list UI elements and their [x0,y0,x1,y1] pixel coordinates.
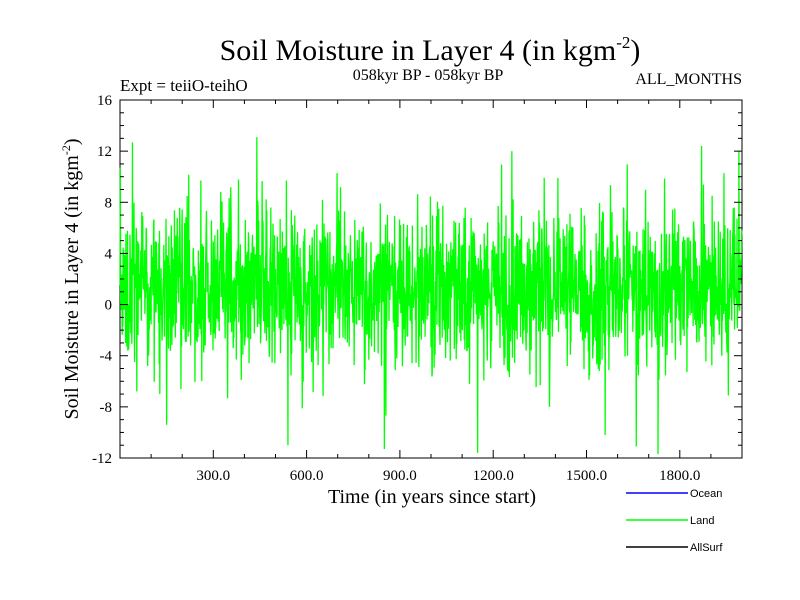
months-label: ALL_MONTHS [635,71,742,88]
chart-title: Soil Moisture in Layer 4 (in kgm-2) [220,33,641,67]
x-axis-label: Time (in years since start) [328,486,536,508]
y-axis-label-superscript: -2 [59,145,73,155]
y-tick-label: -12 [92,451,112,467]
y-tick-label: 12 [97,144,112,160]
y-tick-label: -8 [100,400,113,416]
chart-title-superscript: -2 [616,33,630,52]
y-tick-label: 16 [97,93,113,109]
x-tick-label: 900.0 [383,468,417,484]
y-tick-label: 4 [105,246,113,262]
legend-label-ocean: Ocean [690,488,722,500]
x-tick-label: 300.0 [196,468,230,484]
x-tick-label: 1200.0 [473,468,514,484]
legend-label-allsurf: AllSurf [690,542,723,554]
y-axis: 16 12 8 4 0 -4 -8 -12 [92,93,742,467]
x-tick-label: 1500.0 [566,468,607,484]
y-tick-label: -4 [100,349,113,365]
experiment-label: Expt = teiiO-teihO [120,76,248,95]
x-tick-label: 600.0 [290,468,324,484]
y-axis-label: Soil Moisture in Layer 4 (in kgm-2) [59,138,83,419]
series-group [119,137,743,455]
y-tick-label: 8 [105,195,113,211]
legend-label-land: Land [690,515,714,527]
legend: Ocean Land AllSurf [626,488,723,554]
series-line-land [119,137,743,455]
x-tick-label: 1800.0 [659,468,700,484]
y-tick-label: 0 [105,298,113,314]
period-label: 058kyr BP - 058kyr BP [353,67,504,84]
x-axis: 300.0 600.0 900.0 1200.0 1500.0 1800.0 [150,100,712,484]
